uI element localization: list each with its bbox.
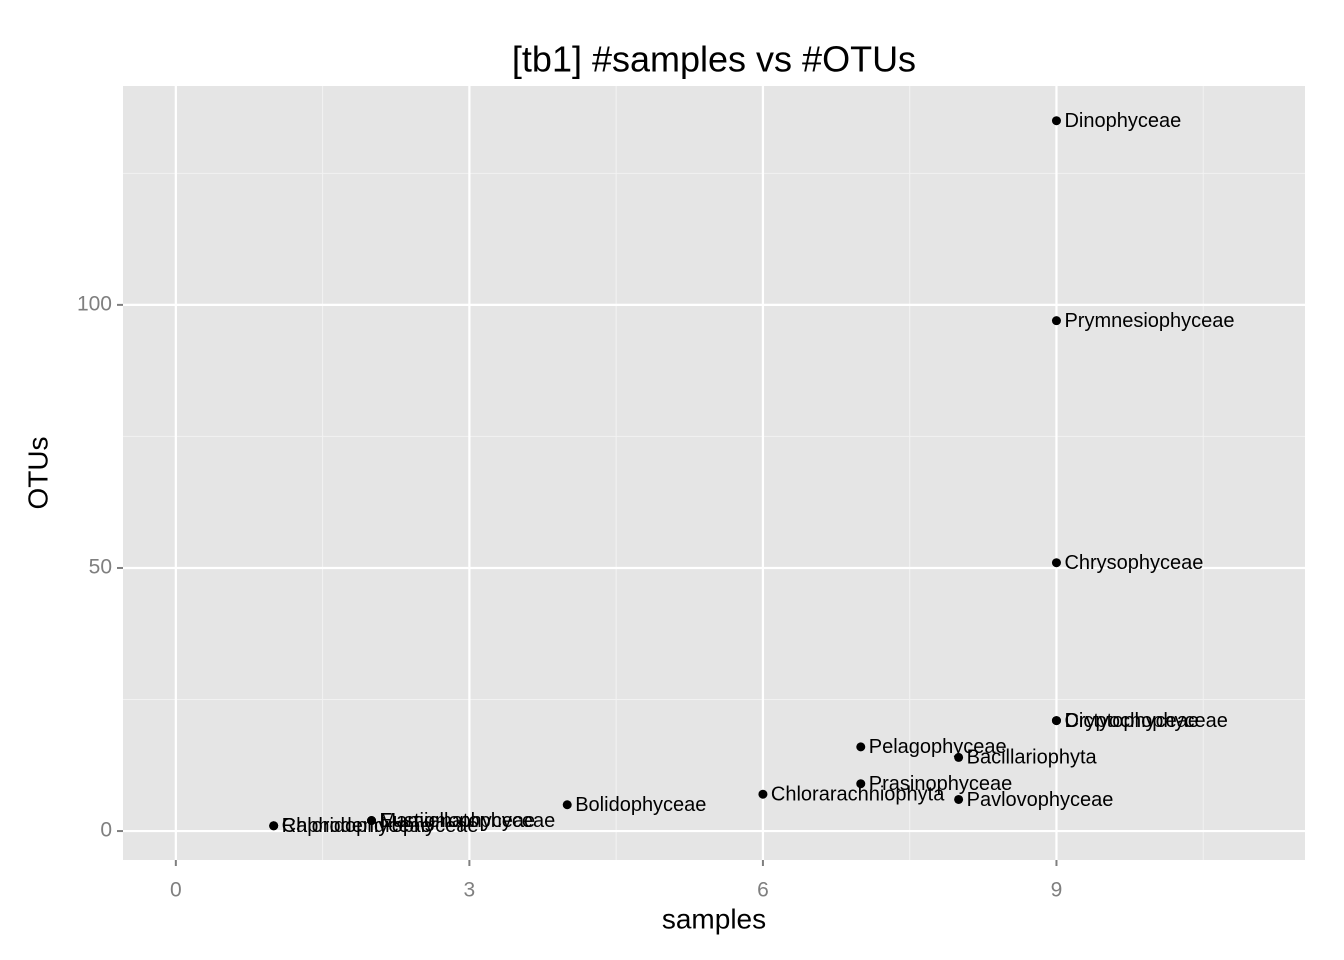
point-label: Dinophyceae	[1064, 110, 1181, 132]
point	[758, 789, 768, 799]
point	[1051, 316, 1061, 326]
point	[1051, 116, 1061, 126]
point	[954, 794, 964, 804]
y-tick-label: 100	[77, 292, 112, 315]
y-axis-title: OTUs	[22, 436, 53, 509]
point	[856, 742, 866, 752]
point	[562, 800, 572, 810]
x-tick-label: 6	[757, 879, 769, 902]
point-label: Pavlovophyceae	[967, 789, 1114, 811]
point	[269, 821, 279, 831]
point	[1051, 558, 1061, 568]
point	[367, 816, 377, 826]
point-label: Chrysophyceae	[1064, 552, 1203, 574]
point	[1051, 716, 1061, 726]
point	[856, 779, 866, 789]
point-label: Mamiellophyceae	[380, 810, 536, 832]
point-label: Cryptophyceae	[1064, 710, 1199, 732]
point-label: Chlorarachniophyta	[771, 784, 945, 806]
point-label: Prymnesiophyceae	[1064, 310, 1234, 332]
point-label: Raphidophyceae	[282, 815, 432, 837]
chart-title: [tb1] #samples vs #OTUs	[512, 39, 916, 80]
panel	[123, 86, 1305, 860]
point-label: Dictyochophyceae	[1064, 710, 1227, 732]
point-label: Bolidophyceae	[575, 794, 706, 816]
point-label: Bacillariophyta	[967, 747, 1098, 769]
x-tick-label: 9	[1051, 879, 1063, 902]
y-tick-label: 50	[89, 556, 112, 579]
point	[954, 752, 964, 762]
point-label: Prasinophyceae	[869, 773, 1012, 795]
x-tick-label: 3	[464, 879, 476, 902]
point-label: Eustigmatophyceae	[380, 810, 556, 832]
point-label: Pelagophyceae	[869, 736, 1007, 758]
x-tick-label: 0	[170, 879, 182, 902]
x-axis-title: samples	[662, 903, 766, 934]
y-tick-label: 0	[100, 819, 112, 842]
point-label: Chlorodendrophyceae	[282, 815, 479, 837]
